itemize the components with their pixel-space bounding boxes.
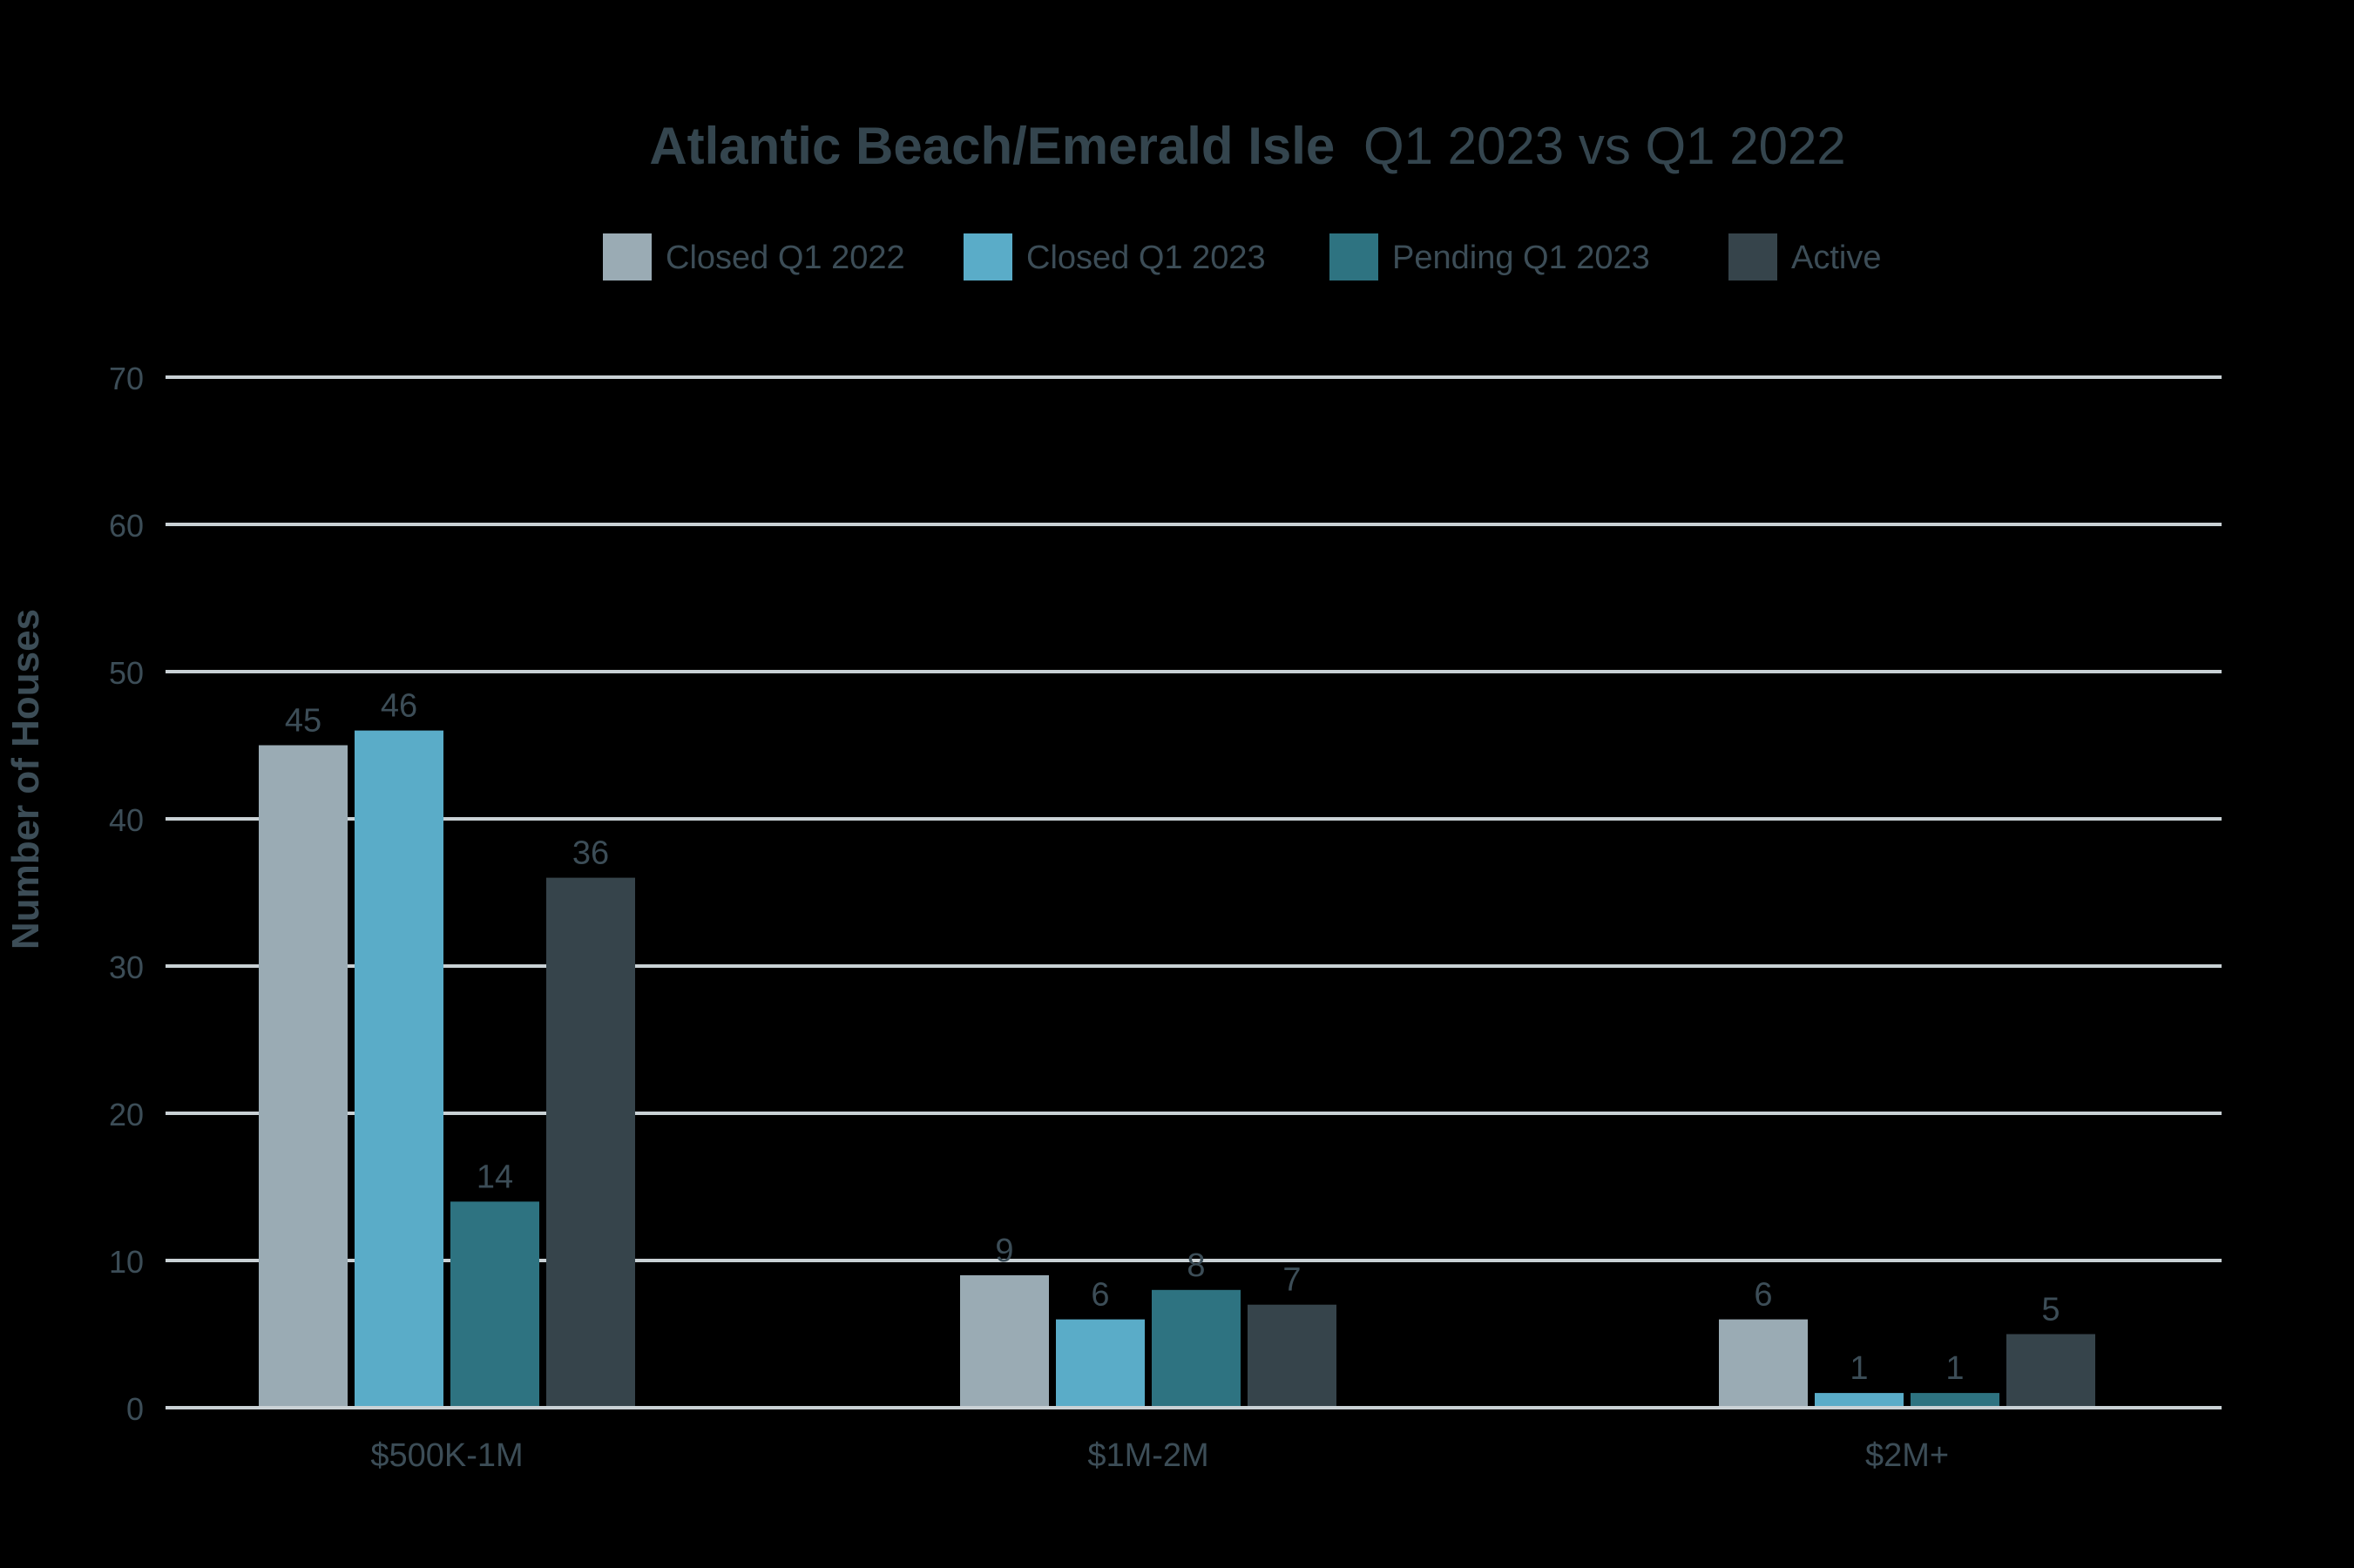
bar-value-label: 8 <box>1187 1247 1205 1284</box>
legend-swatch <box>964 233 1012 280</box>
legend-label: Closed Q1 2023 <box>1026 240 1266 276</box>
legend-swatch <box>603 233 652 280</box>
bar-value-label: 9 <box>995 1233 1013 1269</box>
bar-value-label: 36 <box>572 835 609 872</box>
legend-label: Closed Q1 2022 <box>666 240 905 276</box>
legend-swatch <box>1728 233 1777 280</box>
bar-2-2 <box>1911 1393 1999 1408</box>
legend: Closed Q1 2022 Closed Q1 2023 Pending Q1 2… <box>603 233 1881 280</box>
bar-0-3 <box>546 877 635 1408</box>
bar-value-label: 6 <box>1754 1277 1772 1314</box>
gridlines <box>166 375 2222 1262</box>
y-tick-label: 60 <box>109 508 144 544</box>
bar-1-2 <box>1152 1289 1241 1408</box>
bar-value-label: 7 <box>1282 1262 1301 1299</box>
y-axis-ticks: 0 10 20 30 40 50 60 70 <box>109 361 144 1427</box>
bar-0-0 <box>259 745 348 1408</box>
bar-2-3 <box>2006 1334 2095 1408</box>
x-tick-label: $500K-1M <box>370 1437 523 1474</box>
bar-2-0 <box>1719 1319 1808 1408</box>
y-tick-label: 50 <box>109 655 144 691</box>
chart-title: Atlantic Beach/Emerald Isle Q1 2023 vs Q… <box>649 117 1845 175</box>
bar-value-label: 1 <box>1850 1350 1868 1387</box>
x-tick-label: $2M+ <box>1865 1437 1949 1474</box>
bar-0-1 <box>355 730 443 1408</box>
bar-1-1 <box>1056 1319 1145 1408</box>
x-tick-label: $1M-2M <box>1087 1437 1208 1474</box>
legend-swatch <box>1329 233 1378 280</box>
y-tick-label: 10 <box>109 1244 144 1280</box>
bar-2-1 <box>1815 1393 1904 1408</box>
bar-value-label: 45 <box>285 703 321 740</box>
chart-title-bold: Atlantic Beach/Emerald Isle <box>649 117 1335 175</box>
bars <box>259 730 2095 1408</box>
legend-label: Pending Q1 2023 <box>1392 240 1650 276</box>
legend-label: Active <box>1791 240 1881 276</box>
y-tick-label: 40 <box>109 802 144 838</box>
bar-value-label: 14 <box>477 1159 513 1195</box>
bar-value-label: 5 <box>2041 1292 2060 1328</box>
chart-title-rest: Q1 2023 vs Q1 2022 <box>1363 117 1846 175</box>
bar-0-2 <box>450 1201 539 1408</box>
bar-1-0 <box>960 1274 1049 1408</box>
x-axis-ticks: $500K-1M $1M-2M $2M+ <box>370 1437 1949 1474</box>
y-tick-label: 70 <box>109 361 144 396</box>
bar-1-3 <box>1248 1304 1336 1408</box>
bar-value-label: 1 <box>1945 1350 1964 1387</box>
y-tick-label: 0 <box>126 1391 144 1427</box>
bar-value-label: 6 <box>1091 1277 1109 1314</box>
y-tick-label: 30 <box>109 950 144 985</box>
bar-value-labels: 45 46 14 36 9 6 8 7 6 1 1 5 <box>285 688 2060 1388</box>
bar-value-label: 46 <box>381 688 417 725</box>
y-axis-label: Number of Houses <box>4 609 47 950</box>
y-tick-label: 20 <box>109 1097 144 1132</box>
